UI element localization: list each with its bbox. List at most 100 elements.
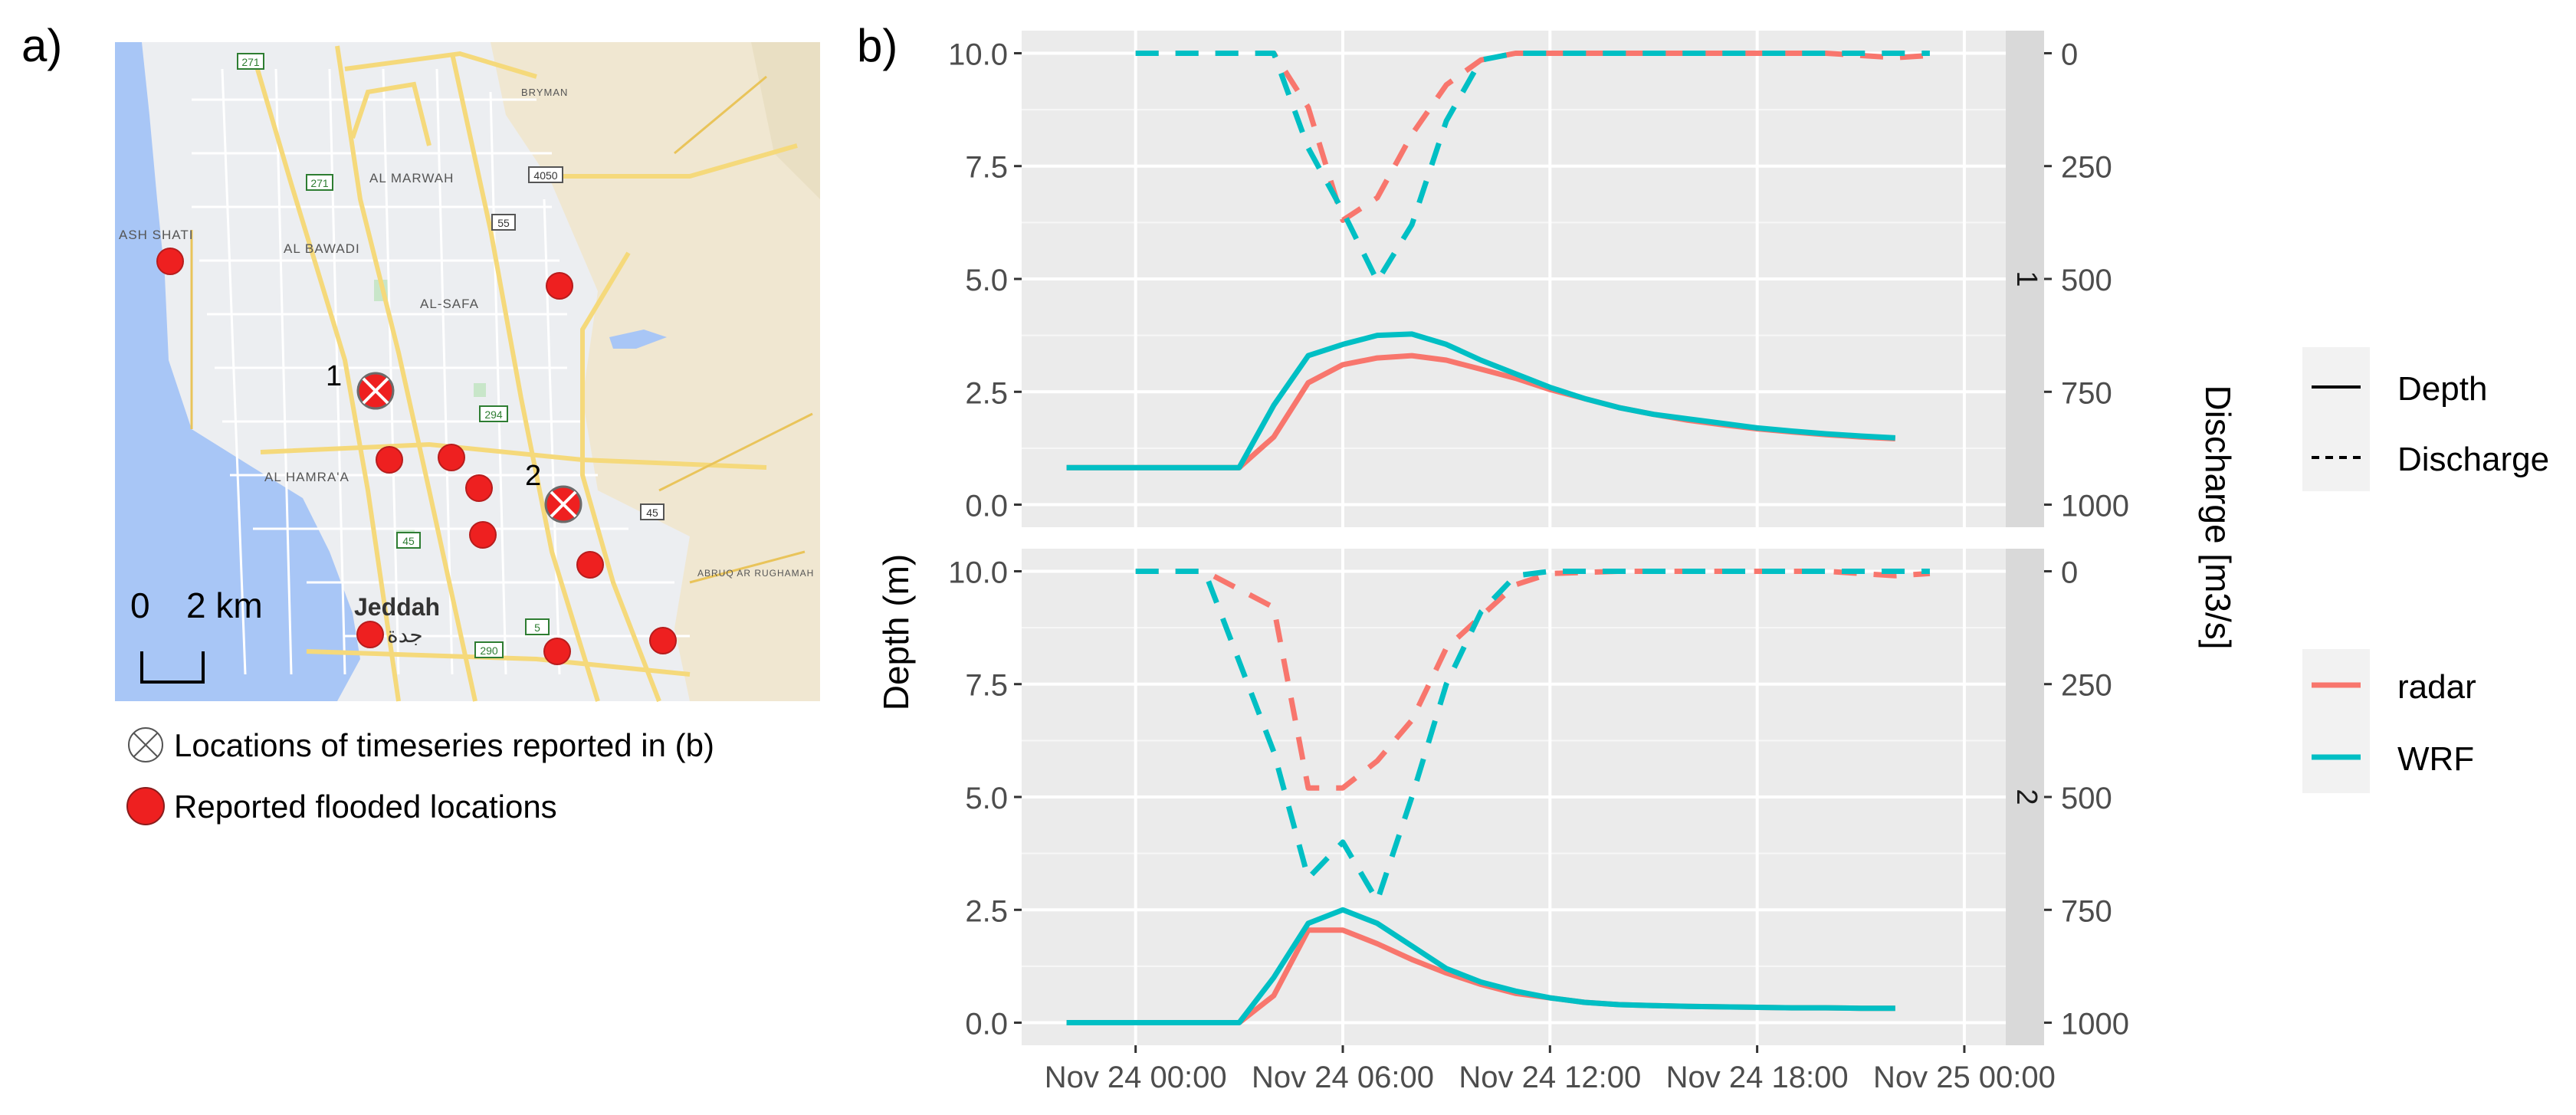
x-tick-label: Nov 24 18:00 bbox=[1666, 1061, 1849, 1094]
series-line-wrf-depth bbox=[1066, 907, 1895, 1025]
y-tick-label: 5.0 bbox=[965, 264, 1008, 297]
scale-bar-start: 0 bbox=[130, 585, 150, 625]
legend-timeseries: Locations of timeseries reported in (b) bbox=[128, 727, 714, 763]
road-shield: 290 bbox=[474, 641, 504, 658]
road-shield: 5 bbox=[525, 618, 550, 635]
timeseries-location-2[interactable]: 2 bbox=[525, 460, 582, 523]
svg-text:294: 294 bbox=[484, 408, 503, 421]
flood-marker[interactable] bbox=[649, 627, 677, 654]
x-tick-label: Nov 25 00:00 bbox=[1873, 1061, 2056, 1094]
flood-marker[interactable] bbox=[376, 446, 403, 474]
legend-flooded: Reported flooded locations bbox=[126, 787, 557, 825]
road-shield: 294 bbox=[479, 405, 508, 422]
y-tick-label: 0.0 bbox=[965, 490, 1008, 523]
timeseries-location-1[interactable]: 1 bbox=[326, 360, 395, 410]
y-tick-label: 2.5 bbox=[965, 894, 1008, 928]
flood-marker[interactable] bbox=[356, 621, 384, 648]
svg-text:5: 5 bbox=[534, 621, 540, 634]
legend-label-depth: Depth bbox=[2397, 370, 2487, 408]
facet-strip-label: 2 bbox=[2010, 789, 2043, 805]
place-name: AL BAWADI bbox=[284, 241, 360, 256]
x-tick-label: Nov 24 06:00 bbox=[1252, 1061, 1434, 1094]
svg-text:4050: 4050 bbox=[533, 169, 557, 182]
y2-tick-label: 0 bbox=[2061, 556, 2078, 589]
panel-b: b) 0.02.55.07.510.0 0250500750100010.02.5… bbox=[857, 20, 2549, 1094]
panel-a-label: a) bbox=[21, 20, 62, 71]
city-label: Jeddah bbox=[354, 593, 440, 621]
series-line-wrf-discharge bbox=[1135, 51, 1930, 284]
panel-a: a) bbox=[21, 20, 820, 825]
flood-marker[interactable] bbox=[156, 248, 184, 275]
road-shield: 45 bbox=[640, 503, 665, 520]
flood-marker[interactable] bbox=[469, 521, 497, 549]
scale-bar-line bbox=[140, 651, 205, 684]
legend-timeseries-label: Locations of timeseries reported in (b) bbox=[174, 727, 714, 763]
timeseries-location-label: 1 bbox=[326, 360, 342, 392]
timeseries-location-label: 2 bbox=[525, 460, 541, 492]
map-roads bbox=[251, 45, 798, 703]
road-shield: 45 bbox=[396, 532, 421, 549]
flood-marker[interactable] bbox=[438, 444, 465, 471]
map-desert bbox=[491, 42, 820, 701]
cross-icon bbox=[362, 377, 389, 405]
facet-strip-label: 1 bbox=[2010, 271, 2043, 287]
legend-key-bg bbox=[2302, 649, 2370, 793]
road-shield: 55 bbox=[491, 214, 516, 231]
map-desert-ridge bbox=[751, 42, 820, 199]
x-tick-label: Nov 24 12:00 bbox=[1459, 1061, 1641, 1094]
series-line-wrf-depth bbox=[1066, 331, 1895, 471]
facet-panel: 0.0 2.5 5.0 7.5 10.0 0 250 500 750 1000 2 bbox=[948, 549, 2129, 1045]
svg-text:290: 290 bbox=[480, 644, 498, 657]
y2-tick-label: 500 bbox=[2061, 264, 2112, 297]
y-tick-label: 10.0 bbox=[948, 556, 1008, 589]
x-tick-label: Nov 24 00:00 bbox=[1045, 1061, 1227, 1094]
place-name: BRYMAN bbox=[521, 87, 568, 98]
legend-label-wrf: WRF bbox=[2397, 740, 2474, 778]
place-name: ABRUQ AR RUGHAMAH bbox=[697, 568, 814, 579]
map-park bbox=[474, 383, 486, 397]
svg-text:271: 271 bbox=[310, 177, 329, 189]
cross-icon bbox=[133, 733, 158, 757]
scale-bar: 0 2 km bbox=[130, 585, 263, 684]
place-name: ASH SHATI bbox=[119, 228, 193, 242]
map-road-shields: 271 271 4050 55 294 45 45 290 5 bbox=[237, 53, 665, 658]
chart-facets: 0.02.55.07.510.0 0250500750100010.02.55.0… bbox=[948, 31, 2129, 1045]
place-name: AL MARWAH bbox=[369, 171, 454, 185]
y2-tick-label: 500 bbox=[2061, 782, 2112, 815]
map-lake bbox=[609, 330, 667, 349]
road-shield: 271 bbox=[306, 174, 333, 191]
y2-tick-label: 1000 bbox=[2061, 1008, 2129, 1041]
svg-text:55: 55 bbox=[497, 217, 510, 229]
y2-tick-label: 250 bbox=[2061, 151, 2112, 185]
place-name: AL-SAFA bbox=[420, 297, 479, 311]
map-secondary-roads bbox=[190, 75, 813, 584]
cross-icon bbox=[550, 490, 577, 518]
flood-marker[interactable] bbox=[465, 474, 493, 502]
flood-marker[interactable] bbox=[546, 272, 573, 300]
legend-label-discharge: Discharge bbox=[2397, 441, 2549, 478]
flood-symbol-icon bbox=[126, 787, 165, 825]
legend-label-radar: radar bbox=[2397, 668, 2476, 706]
legend-color: radar WRF bbox=[2302, 649, 2476, 793]
flood-marker[interactable] bbox=[576, 551, 604, 579]
road-shield: 4050 bbox=[528, 166, 563, 183]
flood-marker[interactable] bbox=[543, 638, 571, 665]
legend-flooded-label: Reported flooded locations bbox=[174, 789, 557, 825]
panel-b-label: b) bbox=[857, 20, 897, 71]
y2-tick-label: 750 bbox=[2061, 376, 2112, 410]
y-tick-label: 0.0 bbox=[965, 1008, 1008, 1041]
x-axis: Nov 24 00:00 Nov 24 06:00 Nov 24 12:00 Nov … bbox=[1045, 1045, 2056, 1094]
y2-tick-label: 750 bbox=[2061, 894, 2112, 928]
y-tick-label: 7.5 bbox=[965, 669, 1008, 703]
y-tick-label: 2.5 bbox=[965, 376, 1008, 410]
y2-tick-label: 250 bbox=[2061, 669, 2112, 703]
series-line-wrf-discharge bbox=[1135, 569, 1930, 903]
map-legend: Locations of timeseries reported in (b) … bbox=[126, 727, 714, 825]
y2-tick-label: 0 bbox=[2061, 38, 2078, 71]
y-tick-label: 7.5 bbox=[965, 151, 1008, 185]
svg-text:45: 45 bbox=[646, 507, 658, 519]
road-shield: 271 bbox=[237, 53, 264, 70]
map[interactable]: 271 271 4050 55 294 45 45 290 5 ASH SHAT… bbox=[115, 42, 820, 703]
facet-panel: 0.0 2.5 5.0 7.5 10.0 0 250 500 750 1000 1 bbox=[948, 31, 2129, 527]
